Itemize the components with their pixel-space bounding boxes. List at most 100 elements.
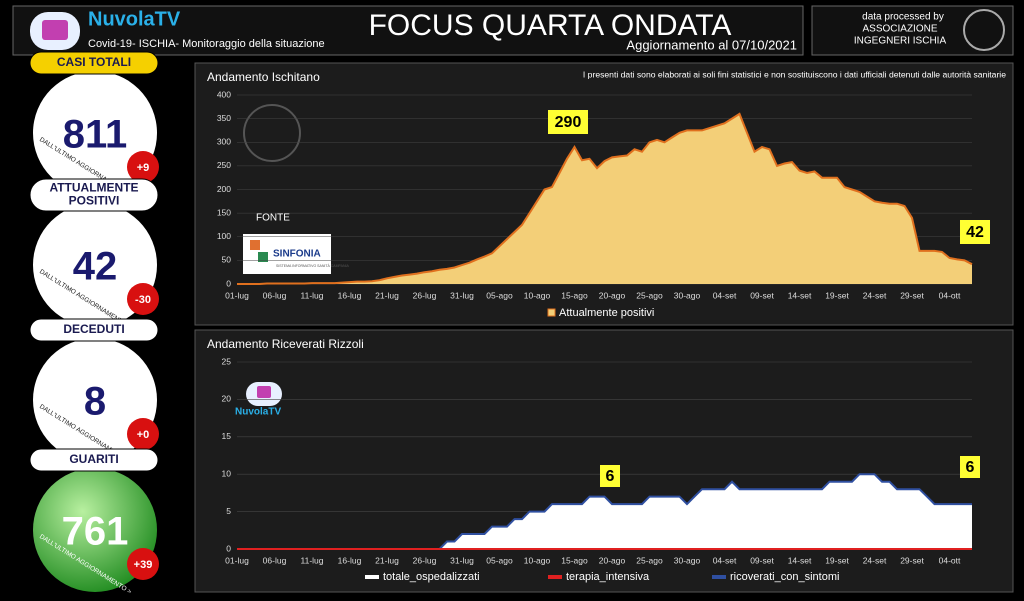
annotation: 6: [606, 468, 615, 485]
x-tick-label: 20-ago: [599, 555, 626, 565]
y-tick-label: 5: [226, 506, 231, 516]
x-tick-label: 04-ott: [939, 290, 961, 300]
x-tick-label: 26-lug: [413, 290, 437, 300]
source-logo-mark: [250, 240, 260, 250]
x-tick-label: 09-set: [750, 290, 774, 300]
x-tick-label: 04-ott: [939, 555, 961, 565]
y-tick-label: 400: [217, 89, 231, 99]
x-tick-label: 29-set: [900, 555, 924, 565]
logo-tv: [42, 20, 68, 40]
kpi-delta-circle: [127, 418, 159, 450]
x-tick-label: 31-lug: [450, 290, 474, 300]
y-tick-label: 15: [222, 431, 232, 441]
kpi-label: ATTUALMENTE: [49, 181, 138, 195]
y-tick-label: 20: [222, 394, 232, 404]
x-tick-label: 24-set: [863, 290, 887, 300]
source-label: FONTE: [256, 213, 290, 224]
x-tick-label: 19-set: [825, 290, 849, 300]
x-tick-label: 10-ago: [524, 290, 551, 300]
x-tick-label: 19-set: [825, 555, 849, 565]
x-tick-label: 30-ago: [674, 290, 701, 300]
credit-seal: [963, 9, 1005, 51]
update: Aggiornamento al 07/10/2021: [626, 37, 797, 52]
x-tick-label: 16-lug: [338, 290, 362, 300]
y-tick-label: 200: [217, 184, 231, 194]
credit: ASSOCIAZIONE: [862, 24, 937, 35]
source-name: SINFONIA: [273, 249, 321, 260]
y-tick-label: 150: [217, 207, 231, 217]
header-subtitle: Covid-19- ISCHIA- Monitoraggio della sit…: [88, 38, 325, 50]
chart-subtitle: I presenti dati sono elaborati ai soli f…: [583, 69, 1006, 79]
x-tick-label: 14-set: [788, 290, 812, 300]
legend-swatch: [548, 575, 562, 579]
source-sub: SISTEMA INFORMATIVO SANITÀ CAMPANIA: [276, 264, 349, 268]
x-tick-label: 06-lug: [263, 290, 287, 300]
kpi-value: 811: [63, 113, 128, 157]
x-tick-label: 04-set: [713, 290, 737, 300]
kpi-label: POSITIVI: [69, 194, 120, 208]
y-tick-label: 350: [217, 113, 231, 123]
legend-label: ricoverati_con_sintomi: [730, 571, 839, 583]
x-tick-label: 14-set: [788, 555, 812, 565]
x-tick-label: 15-ago: [561, 555, 588, 565]
x-tick-label: 11-lug: [301, 290, 324, 300]
credit-box: [811, 5, 1014, 56]
x-tick-label: 06-lug: [263, 555, 287, 565]
kpi-label: DECEDUTI: [63, 322, 124, 336]
x-tick-label: 09-set: [750, 555, 774, 565]
x-tick-label: 25-ago: [636, 290, 663, 300]
kpi-circle: [33, 203, 157, 327]
kpi-circle: [33, 468, 157, 592]
y-tick-label: 50: [222, 255, 232, 265]
y-tick-label: 0: [226, 278, 231, 288]
x-tick-label: 01-lug: [225, 290, 249, 300]
legend-swatch: [365, 575, 379, 579]
y-tick-label: 0: [226, 543, 231, 553]
header-box: [12, 5, 804, 56]
kpi-value: 761: [62, 510, 129, 554]
kpi-label: GUARITI: [69, 452, 118, 466]
kpi-delta-circle: [127, 151, 159, 183]
kpi-delta: +9: [137, 162, 150, 174]
annotation: 42: [966, 224, 984, 241]
chart-title: Andamento Ischitano: [207, 70, 320, 84]
x-tick-label: 21-lug: [375, 555, 399, 565]
kpi-circle: [33, 338, 157, 462]
y-tick-label: 300: [217, 137, 231, 147]
kpi-delta: +0: [137, 429, 150, 441]
x-tick-label: 04-set: [713, 555, 737, 565]
legend-label: totale_ospedalizzati: [383, 571, 480, 583]
y-tick-label: 10: [222, 468, 232, 478]
x-tick-label: 05-ago: [486, 290, 513, 300]
area: [237, 474, 972, 549]
watermark: NuvolaTV: [235, 407, 281, 418]
kpi-value: 8: [84, 380, 106, 424]
legend-swatch: [712, 575, 726, 579]
brand: NuvolaTV: [88, 8, 181, 30]
x-tick-label: 25-ago: [636, 555, 663, 565]
x-tick-label: 29-set: [900, 290, 924, 300]
chart-title: Andamento Riceverati Rizzoli: [207, 337, 364, 351]
y-tick-label: 25: [222, 356, 232, 366]
kpi-badge: [29, 448, 159, 472]
y-tick-label: 100: [217, 231, 231, 241]
x-tick-label: 05-ago: [486, 555, 513, 565]
y-tick-label: 250: [217, 160, 231, 170]
x-tick-label: 11-lug: [301, 555, 324, 565]
kpi-delta-circle: [127, 283, 159, 315]
x-tick-label: 30-ago: [674, 555, 701, 565]
kpi-badge: [29, 178, 159, 212]
x-tick-label: 16-lug: [338, 555, 362, 565]
annotation: 290: [555, 114, 582, 131]
legend-label: Attualmente positivi: [559, 307, 654, 319]
kpi-delta: +39: [134, 559, 153, 571]
credit: INGEGNERI ISCHIA: [854, 36, 947, 47]
kpi-badge: [29, 318, 159, 342]
kpi-circle: [33, 71, 157, 195]
x-tick-label: 24-set: [863, 555, 887, 565]
legend-label: terapia_intensiva: [566, 571, 650, 583]
kpi-delta: -30: [135, 294, 151, 306]
header-title: FOCUS QUARTA ONDATA: [369, 9, 732, 42]
